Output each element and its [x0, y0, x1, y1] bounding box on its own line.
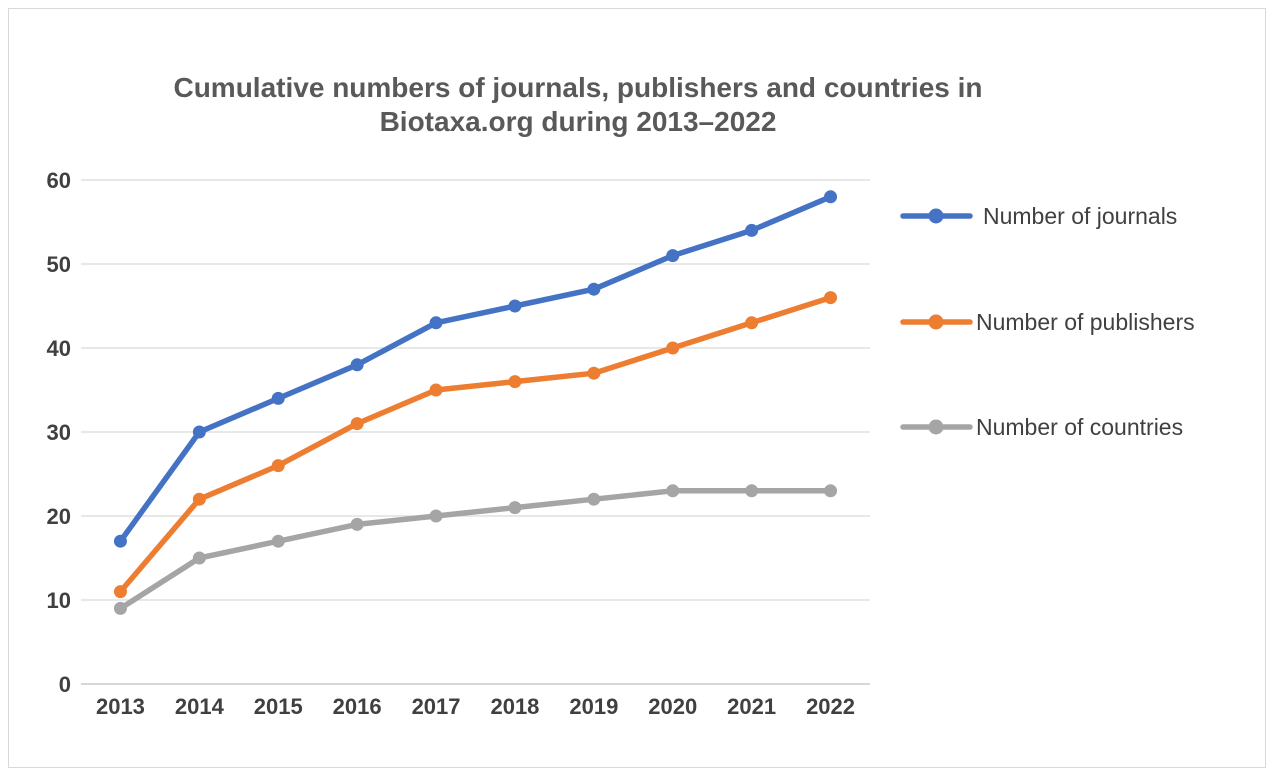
series-line [117, 488, 834, 612]
axes: 0 10 20 30 40 50 60 2013 2014 2015 2016 2017 2018 201… [47, 168, 870, 719]
data-point [745, 484, 759, 498]
chart-frame [8, 8, 1266, 768]
legend-entry: Number of countries [900, 414, 1183, 440]
x-tick-label: 2017 [412, 694, 461, 719]
x-tick-label: 2016 [333, 694, 382, 719]
data-point [745, 316, 759, 330]
data-point [587, 492, 601, 506]
data-point [113, 601, 127, 615]
data-point [666, 341, 680, 355]
legend-entry: Number of journals [900, 203, 1177, 229]
legend-label: Number of journals [983, 203, 1177, 229]
data-point [508, 299, 522, 313]
y-tick-label: 60 [47, 168, 71, 193]
x-tick-label: 2021 [727, 694, 776, 719]
y-tick-label: 20 [47, 504, 71, 529]
x-tick-label: 2018 [490, 694, 539, 719]
x-tick-label: 2015 [254, 694, 303, 719]
series-0 [113, 190, 838, 548]
data-point [192, 492, 206, 506]
x-tick-label: 2020 [648, 694, 697, 719]
legend-swatch-marker [928, 314, 944, 330]
data-point [587, 366, 601, 380]
data-point [350, 517, 364, 531]
data-point [666, 484, 680, 498]
data-point [824, 484, 838, 498]
series-line [117, 194, 834, 544]
data-point [429, 509, 443, 523]
gridlines [81, 179, 870, 601]
legend-entry: Number of publishers [900, 309, 1195, 335]
series-lines [113, 190, 838, 615]
data-point [824, 190, 838, 204]
legend: Number of journals Number of publishers Nu… [900, 203, 1195, 440]
line-chart: Cumulative numbers of journals, publishe… [47, 72, 1195, 719]
data-point [113, 585, 127, 599]
data-point [824, 291, 838, 305]
series-2 [113, 484, 838, 615]
y-tick-label: 30 [47, 420, 71, 445]
y-tick-label: 50 [47, 252, 71, 277]
legend-swatch-marker [928, 419, 944, 435]
data-point [192, 425, 206, 439]
data-point [192, 551, 206, 565]
data-point [271, 391, 285, 405]
series-line [117, 294, 834, 595]
y-tick-label: 0 [59, 672, 71, 697]
data-point [508, 375, 522, 389]
data-point [745, 223, 759, 237]
x-tick-label: 2013 [96, 694, 145, 719]
x-tick-label: 2022 [806, 694, 855, 719]
data-point [271, 459, 285, 473]
legend-swatch-marker [928, 208, 944, 224]
data-point [350, 358, 364, 372]
data-point [271, 534, 285, 548]
data-point [429, 383, 443, 397]
chart-title-line-2: Biotaxa.org during 2013–2022 [380, 106, 777, 137]
data-point [587, 282, 601, 296]
data-point [350, 417, 364, 431]
legend-label: Number of publishers [976, 309, 1195, 335]
x-tick-label: 2019 [569, 694, 618, 719]
x-tick-label: 2014 [175, 694, 225, 719]
data-point [508, 501, 522, 515]
data-point [666, 249, 680, 263]
legend-label: Number of countries [976, 414, 1183, 440]
y-tick-label: 10 [47, 588, 71, 613]
y-tick-label: 40 [47, 336, 71, 361]
series-1 [113, 291, 838, 599]
data-point [429, 316, 443, 330]
chart-title-line-1: Cumulative numbers of journals, publishe… [173, 72, 982, 103]
data-point [113, 534, 127, 548]
